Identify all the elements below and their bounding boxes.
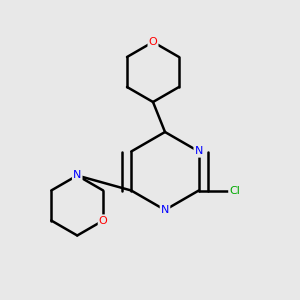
Text: O: O [148,37,158,47]
Text: O: O [99,215,108,226]
Text: Cl: Cl [229,185,240,196]
Text: N: N [195,146,203,157]
Text: N: N [73,170,81,181]
Text: N: N [161,205,169,215]
